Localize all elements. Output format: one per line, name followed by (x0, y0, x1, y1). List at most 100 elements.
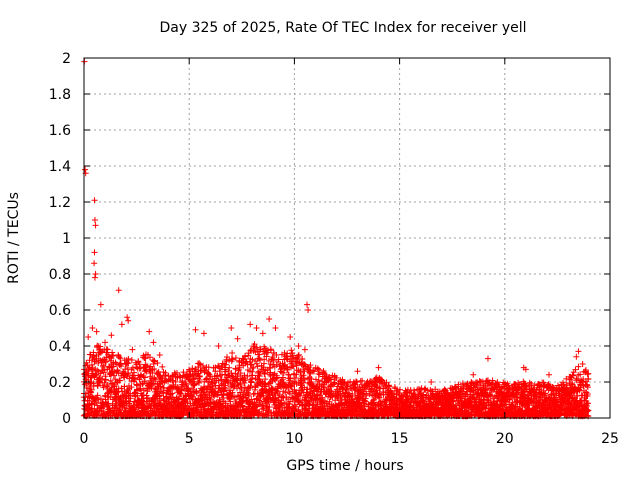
y-tick-label: 1.6 (49, 123, 71, 139)
roti-point (242, 353, 249, 360)
roti-point (97, 395, 104, 402)
roti-point (482, 405, 489, 412)
roti-point (91, 249, 98, 256)
roti-point (248, 361, 255, 368)
roti-point (193, 390, 200, 397)
roti-point (115, 287, 122, 294)
roti-point (172, 378, 179, 385)
roti-point (196, 372, 203, 379)
roti-point (267, 347, 274, 354)
roti-point (323, 400, 330, 407)
roti-point (226, 357, 233, 364)
roti-point (89, 364, 96, 371)
roti-point (182, 374, 189, 381)
roti-point (248, 379, 255, 386)
roti-point (151, 365, 158, 372)
roti-point (354, 368, 361, 375)
roti-point (577, 371, 584, 378)
roti-point (219, 394, 226, 401)
roti-point (260, 364, 267, 371)
roti-point (272, 325, 279, 331)
roti-point (128, 384, 135, 391)
roti-point (292, 403, 299, 410)
roti-point (319, 394, 326, 401)
y-tick-label: 1.4 (49, 159, 71, 175)
roti-point (118, 385, 125, 392)
roti-point (157, 383, 164, 390)
roti-point (146, 354, 153, 361)
roti-point (279, 376, 286, 383)
roti-point (125, 317, 132, 324)
y-tick-label: 0.8 (49, 267, 71, 283)
roti-point (256, 351, 263, 358)
roti-point (150, 380, 157, 387)
roti-point (266, 364, 273, 371)
roti-point (115, 369, 122, 376)
roti-point (261, 382, 268, 389)
x-tick-labels: 0 5 10 15 20 25 (80, 431, 619, 447)
y-tick-label: 0.6 (49, 303, 71, 319)
roti-point (489, 377, 496, 384)
roti-point (582, 367, 589, 374)
roti-point (108, 332, 115, 339)
roti-point (369, 405, 376, 412)
roti-point (131, 369, 138, 376)
roti-point (142, 355, 149, 362)
roti-point (147, 363, 154, 370)
roti-point (572, 366, 579, 373)
roti-point (257, 357, 264, 364)
roti-point (151, 357, 158, 364)
roti-point (244, 389, 251, 396)
roti-point (97, 301, 104, 308)
roti-point (124, 314, 131, 321)
roti-point (152, 376, 159, 383)
roti-point (287, 398, 294, 405)
roti-point (524, 395, 531, 402)
roti-point (259, 330, 266, 337)
roti-point (253, 360, 260, 367)
roti-point (125, 370, 132, 377)
roti-point (177, 373, 184, 380)
y-tick-label: 1 (62, 231, 71, 247)
roti-point (280, 369, 287, 376)
roti-point (311, 368, 318, 375)
roti-point (292, 375, 299, 382)
x-tick-label: 10 (285, 431, 303, 447)
roti-point (93, 328, 100, 335)
roti-point (549, 384, 556, 391)
roti-point (179, 412, 186, 419)
roti-point (343, 386, 350, 393)
roti-point (88, 361, 95, 368)
roti-point (545, 371, 552, 378)
roti-point (206, 394, 213, 401)
roti-point (371, 396, 378, 403)
roti-point (126, 392, 133, 399)
roti-point (570, 372, 577, 379)
roti-point (134, 382, 141, 389)
roti-point (180, 369, 187, 376)
roti-point (91, 197, 98, 204)
roti-point (249, 372, 256, 379)
roti-point (113, 389, 120, 396)
roti-point (275, 356, 282, 363)
roti-point (273, 351, 280, 358)
roti-point (234, 335, 241, 342)
roti-point (88, 400, 95, 407)
roti-point (472, 396, 479, 403)
roti-point (270, 371, 277, 378)
roti-point (237, 370, 244, 377)
roti-point (411, 387, 418, 394)
roti-point (573, 353, 580, 360)
roti-point (156, 393, 163, 400)
roti-point (584, 371, 591, 378)
roti-point (124, 371, 131, 378)
roti-point (585, 407, 592, 414)
roti-point (215, 343, 222, 349)
roti-point (305, 307, 312, 313)
roti-point (396, 386, 403, 393)
roti-point (584, 390, 591, 397)
roti-point (359, 377, 366, 384)
roti-point (205, 364, 212, 371)
roti-point (102, 376, 109, 383)
roti-point (565, 399, 572, 406)
